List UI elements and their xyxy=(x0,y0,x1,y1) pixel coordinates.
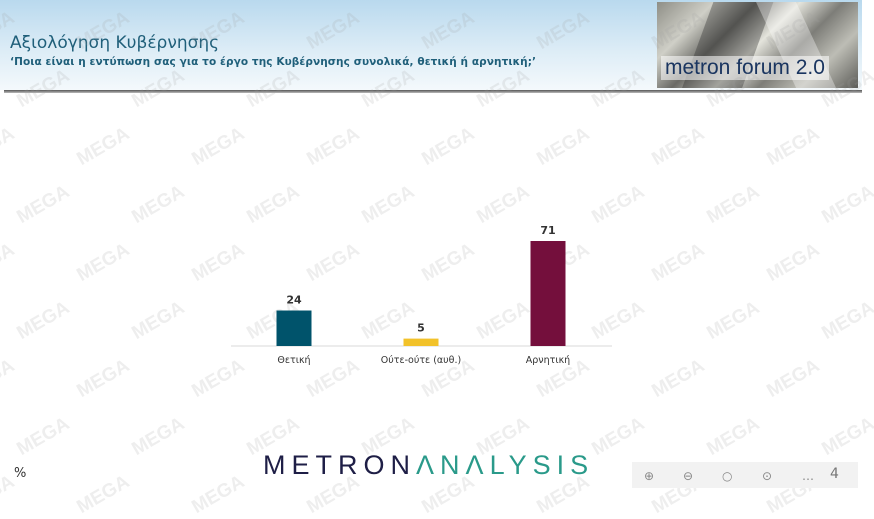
header-divider xyxy=(4,90,862,93)
metron-forum-image: metron forum 2.0 xyxy=(657,2,858,88)
slide-controls: ⊕ ⊖ ○ ⊙ … xyxy=(632,462,858,488)
bar-1 xyxy=(403,338,439,346)
data-label: 24 xyxy=(286,294,302,307)
zoom-out-icon[interactable]: ⊖ xyxy=(683,469,694,483)
data-label: 71 xyxy=(540,224,555,237)
bar-chart: 24 Θετική 5 Ούτε-ούτε (αυθ.) 71 Αρνητική xyxy=(231,224,612,366)
header-banner: Αξιολόγηση Κυβέρνησης ‘Ποια είναι η εντύ… xyxy=(0,0,862,90)
page-title: Αξιολόγηση Κυβέρνησης xyxy=(10,33,220,53)
zoom-in-icon[interactable]: ⊕ xyxy=(644,469,655,483)
forum-label: metron forum 2.0 xyxy=(661,56,829,80)
category-label: Αρνητική xyxy=(526,355,570,366)
more-icon[interactable]: … xyxy=(802,469,814,483)
category-label: Θετική xyxy=(277,355,310,366)
data-label: 5 xyxy=(417,322,425,335)
target-icon[interactable]: ⊙ xyxy=(762,469,773,483)
page-number: 4 xyxy=(830,466,839,482)
unit-label: % xyxy=(14,466,27,481)
circle-icon[interactable]: ○ xyxy=(722,469,733,483)
metron-analysis-logo: METRONΛNΛLYSIS xyxy=(263,450,595,480)
bar-2 xyxy=(530,241,566,346)
category-label: Ούτε-ούτε (αυθ.) xyxy=(381,355,461,366)
bar-0 xyxy=(276,310,312,346)
page-subtitle: ‘Ποια είναι η εντύπωση σας για το έργο τ… xyxy=(10,56,537,68)
